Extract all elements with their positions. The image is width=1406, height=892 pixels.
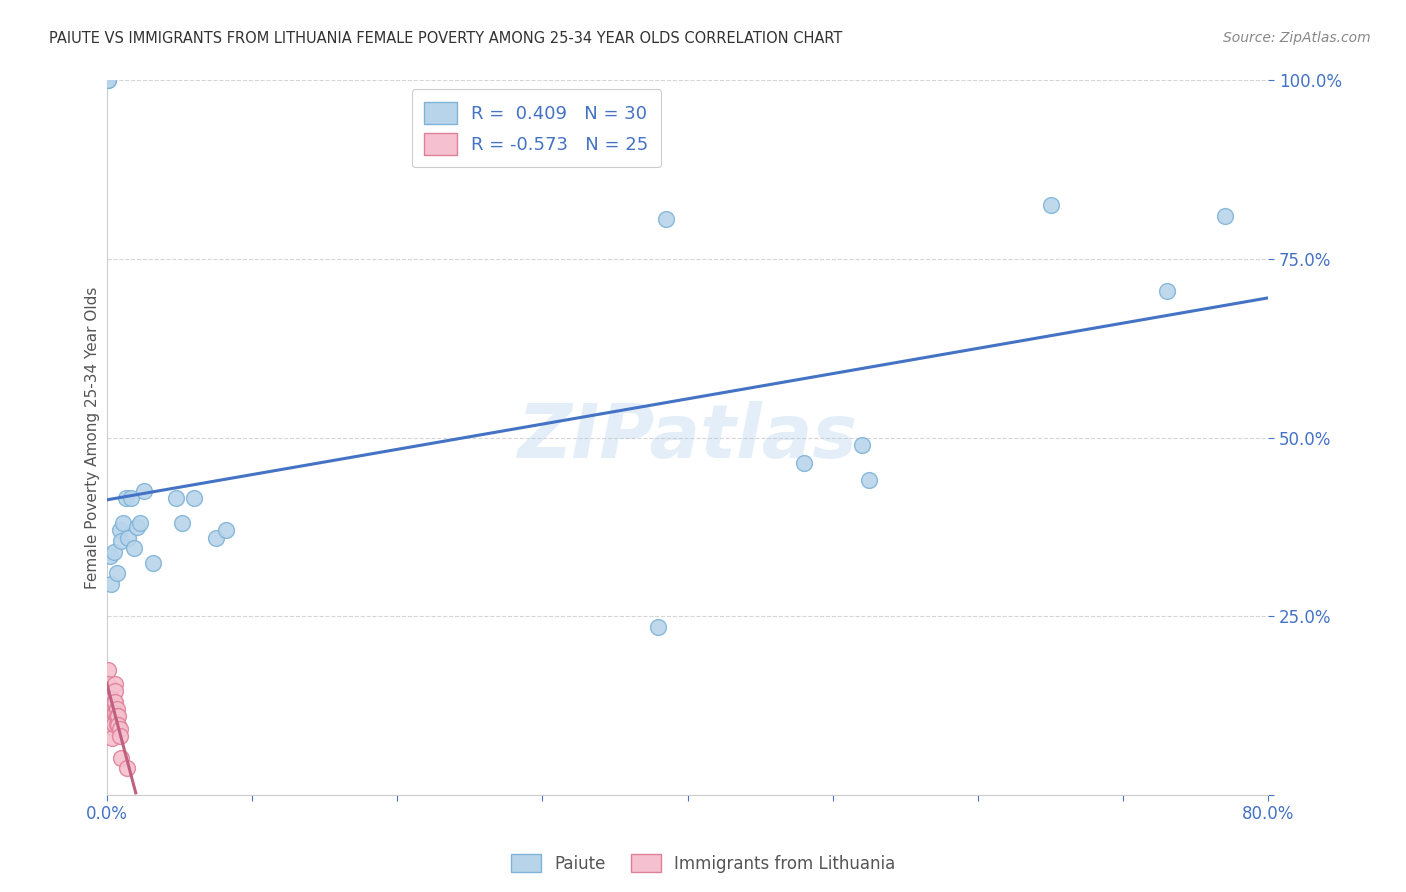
Point (1039, 198, 1062, 212)
Point (114, 491, 136, 506)
Point (117, 531, 139, 545)
Point (111, 516, 134, 531)
Point (647, 620, 669, 634)
Legend: Paiute, Immigrants from Lithuania: Paiute, Immigrants from Lithuania (505, 847, 901, 880)
Point (104, 695, 127, 709)
Point (103, 716, 125, 731)
Point (97, 663, 120, 677)
Point (183, 491, 205, 506)
Point (101, 720, 124, 734)
Point (97, 677, 120, 691)
Point (108, 524, 131, 538)
Point (103, 695, 125, 709)
Point (97, 73, 120, 87)
Point (101, 731, 124, 745)
Point (107, 718, 129, 732)
Point (124, 541, 146, 556)
Y-axis label: Female Poverty Among 25-34 Year Olds: Female Poverty Among 25-34 Year Olds (86, 286, 100, 589)
Point (127, 520, 149, 534)
Point (103, 545, 125, 559)
Text: PAIUTE VS IMMIGRANTS FROM LITHUANIA FEMALE POVERTY AMONG 25-34 YEAR OLDS CORRELA: PAIUTE VS IMMIGRANTS FROM LITHUANIA FEMA… (49, 31, 842, 46)
Point (105, 702, 128, 716)
Point (858, 474, 880, 488)
Point (204, 531, 226, 545)
Point (110, 751, 132, 765)
Point (134, 484, 156, 499)
Point (104, 706, 127, 720)
Point (108, 722, 131, 736)
Point (105, 709, 128, 723)
Text: ZIPatlas: ZIPatlas (517, 401, 858, 474)
Point (142, 556, 165, 570)
Point (215, 524, 238, 538)
Point (100, 706, 122, 720)
Point (98, 549, 121, 563)
Point (851, 438, 873, 452)
Point (98, 684, 121, 698)
Point (98, 698, 121, 713)
Point (105, 716, 128, 731)
Point (165, 491, 187, 506)
Point (107, 709, 129, 723)
Point (110, 534, 132, 549)
Point (103, 706, 125, 720)
Point (1156, 284, 1178, 298)
Point (105, 566, 128, 581)
Point (793, 456, 815, 470)
Point (115, 761, 138, 775)
Text: Source: ZipAtlas.com: Source: ZipAtlas.com (1223, 31, 1371, 45)
Point (104, 684, 127, 698)
Point (129, 516, 152, 531)
Point (97, 73, 120, 87)
Point (1213, 209, 1236, 223)
Point (120, 491, 142, 506)
Point (108, 730, 131, 744)
Point (100, 691, 122, 706)
Point (101, 713, 124, 727)
Legend: R =  0.409   N = 30, R = -0.573   N = 25: R = 0.409 N = 30, R = -0.573 N = 25 (412, 89, 661, 168)
Point (655, 212, 678, 227)
Point (104, 677, 127, 691)
Point (100, 577, 122, 591)
Point (172, 516, 194, 531)
